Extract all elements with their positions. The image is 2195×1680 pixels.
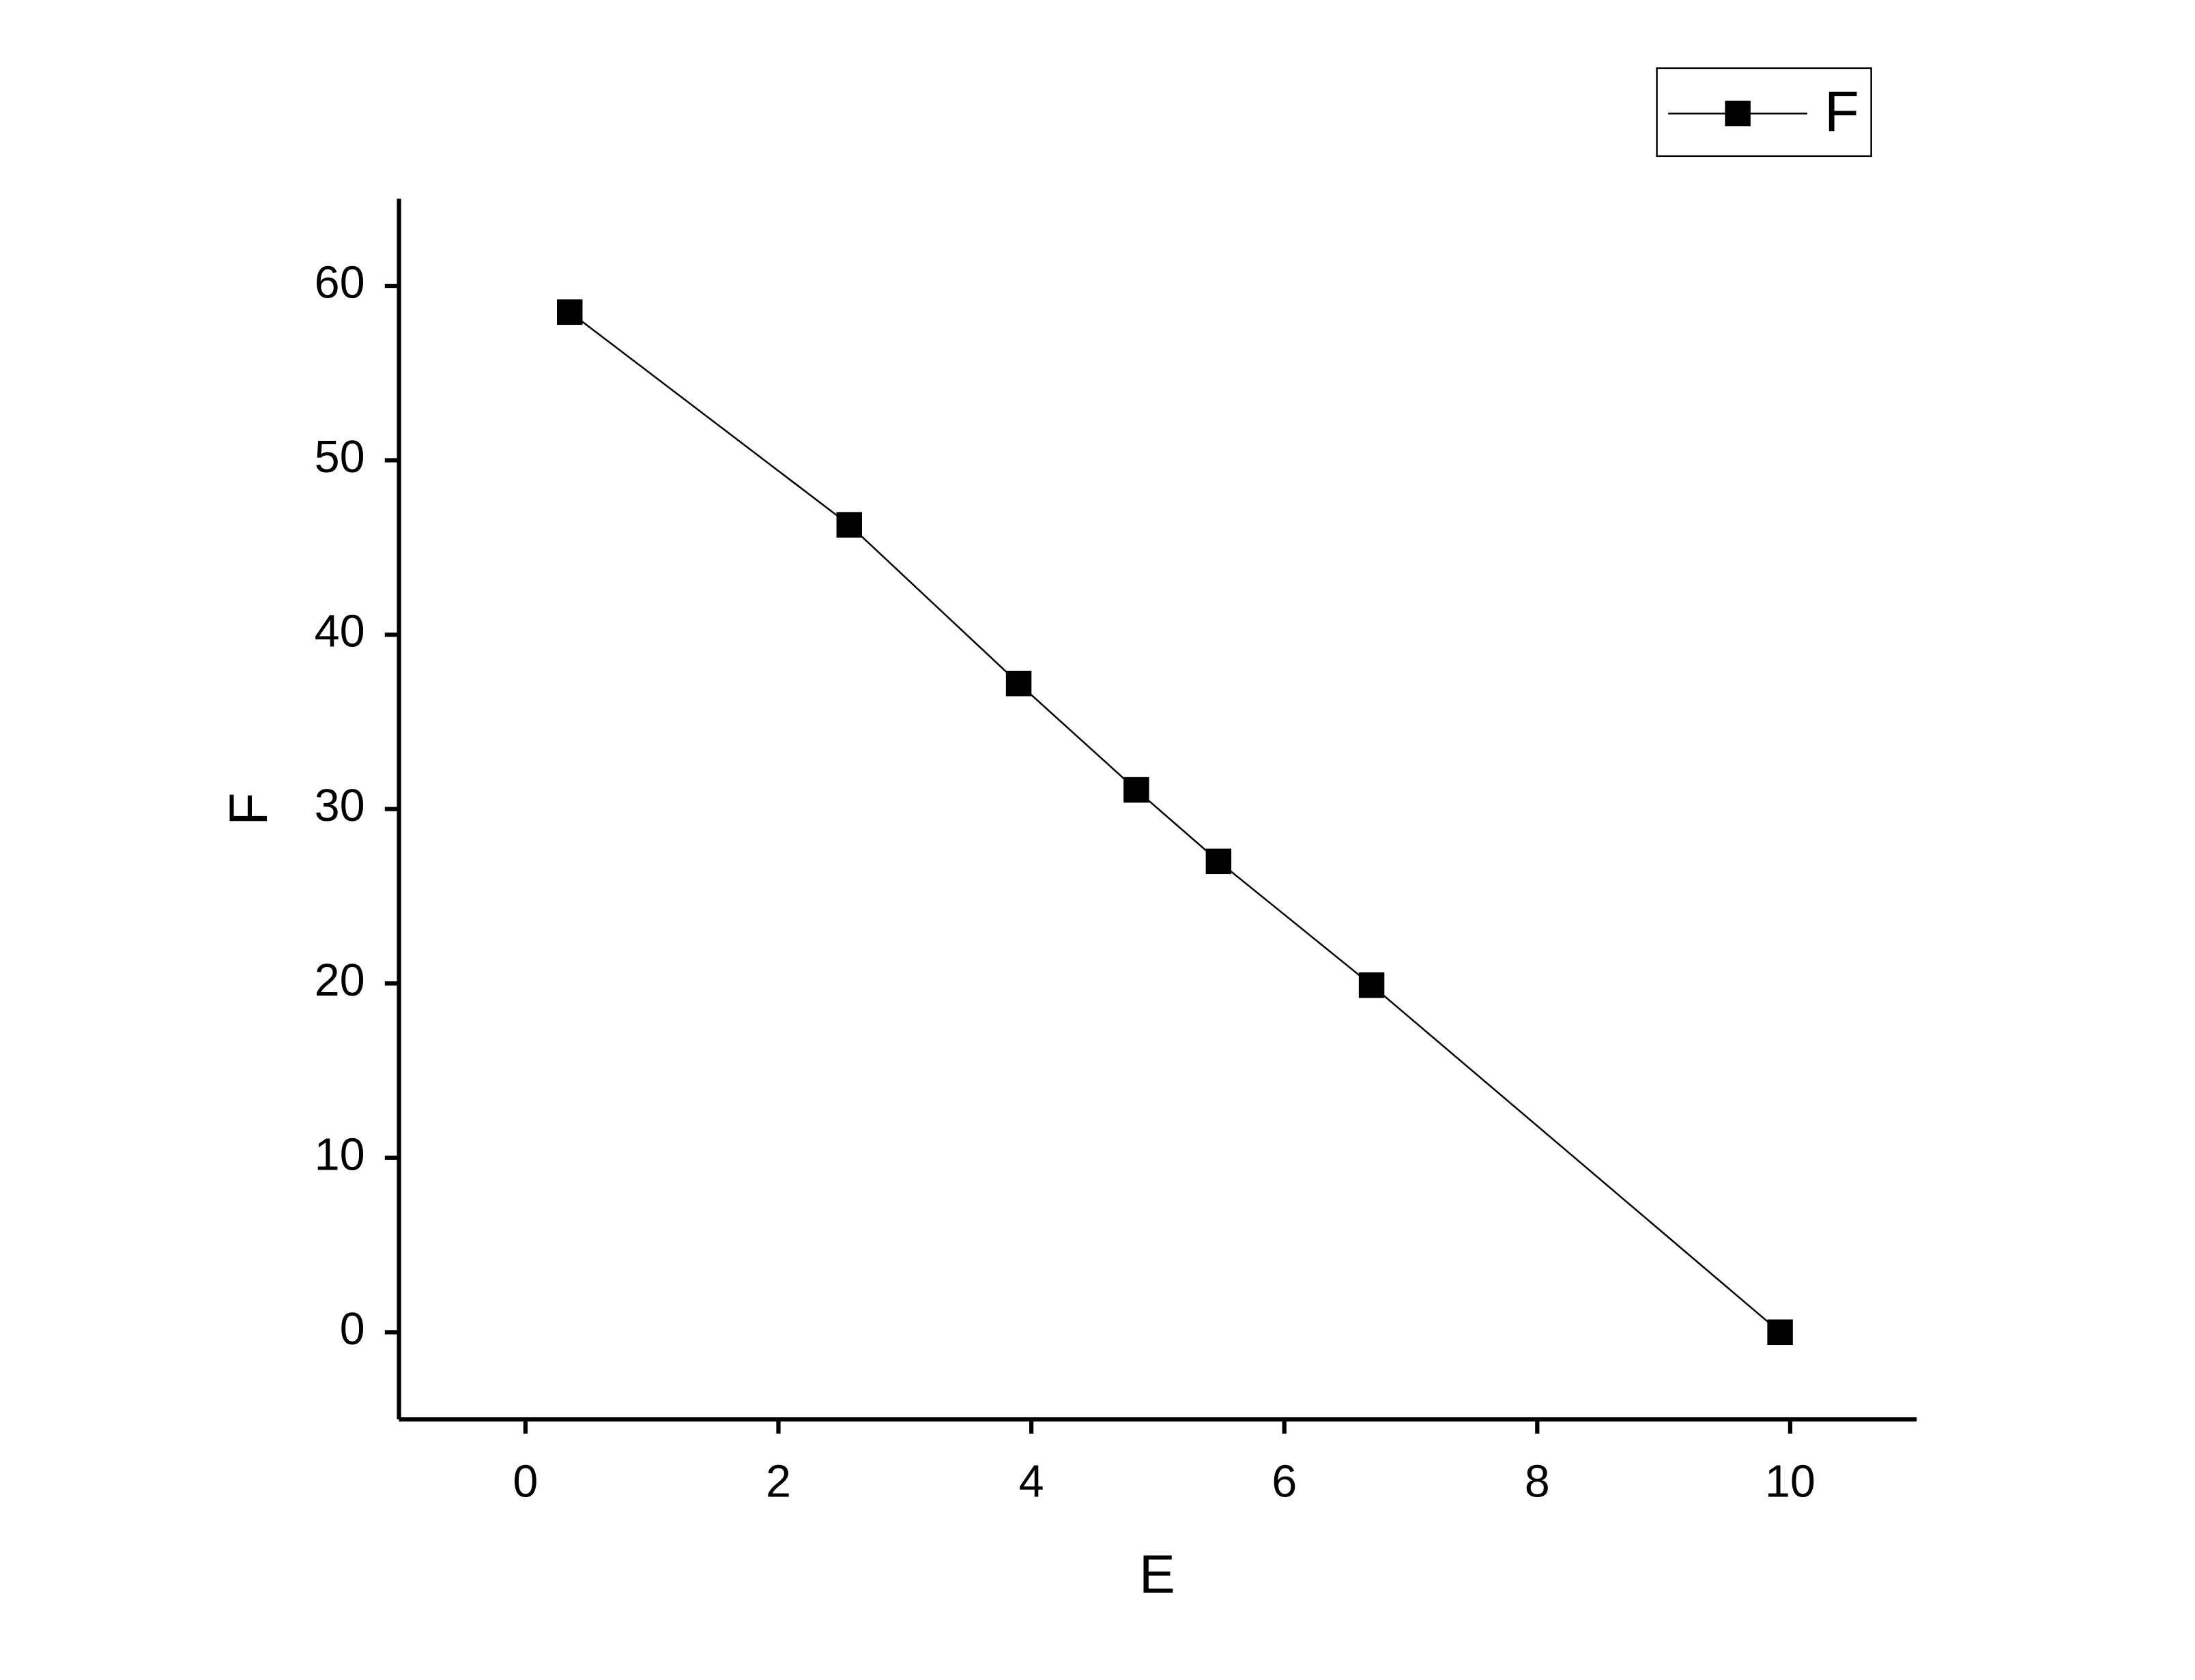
data-point [1358, 972, 1385, 998]
y-tick-label: 60 [315, 258, 365, 308]
y-tick-label: 30 [315, 781, 365, 831]
data-point [557, 299, 583, 325]
x-tick-label: 2 [766, 1456, 791, 1507]
y-tick-label: 50 [315, 432, 365, 482]
data-point [1767, 1319, 1793, 1346]
y-tick-label: 0 [340, 1304, 365, 1355]
data-point [836, 512, 862, 538]
data-point [1005, 670, 1032, 697]
legend-box [1656, 67, 1872, 158]
y-tick-label: 20 [315, 955, 365, 1006]
data-point [1123, 777, 1149, 803]
data-point [1205, 848, 1232, 875]
legend-label: F [1824, 81, 1859, 144]
x-tick-label: 0 [513, 1456, 538, 1507]
y-tick-label: 40 [315, 607, 365, 657]
x-tick-label: 8 [1525, 1456, 1550, 1507]
legend-marker [1725, 100, 1751, 127]
x-axis-label: E [1139, 1544, 1175, 1604]
x-tick-label: 6 [1272, 1456, 1297, 1507]
y-tick-label: 10 [315, 1129, 365, 1180]
x-tick-label: 10 [1765, 1456, 1816, 1507]
y-axis-label: F [218, 793, 278, 826]
x-tick-label: 4 [1019, 1456, 1044, 1507]
